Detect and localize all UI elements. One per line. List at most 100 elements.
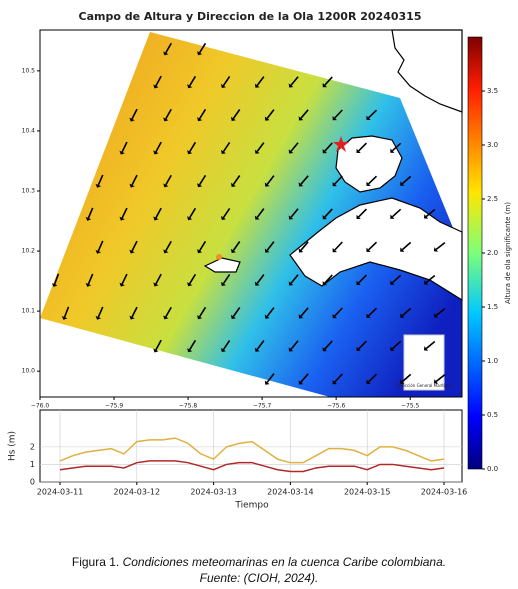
wave-arrow: [334, 241, 343, 251]
wave-arrow: [256, 340, 265, 350]
arrow-head: [366, 181, 371, 186]
wave-arrow: [368, 109, 378, 119]
wave-arrow: [222, 339, 231, 351]
wave-arrow: [97, 306, 104, 318]
wave-arrow: [256, 76, 265, 86]
wave-arrow: [131, 108, 138, 120]
point-marker: [216, 254, 222, 260]
colorbar-tick-label: 0.5: [487, 411, 498, 419]
wave-arrow: [290, 142, 299, 152]
y-tick-label: 10.2: [22, 248, 36, 255]
wave-arrow: [334, 109, 343, 119]
wave-arrow: [121, 141, 128, 153]
arrow-head: [230, 116, 236, 121]
wave-arrow: [232, 241, 241, 251]
wave-arrow: [358, 208, 368, 218]
wave-arrow: [324, 340, 333, 350]
y-tick-label: 10.0: [22, 368, 36, 375]
colorbar-tick-label: 3.0: [487, 141, 498, 149]
x-tick-label: −75.5: [401, 403, 420, 410]
arrow-head: [332, 247, 337, 253]
arrow-head: [119, 216, 125, 221]
arrow-head: [187, 216, 193, 221]
wave-arrow: [189, 75, 197, 87]
arrow-head: [95, 183, 102, 188]
wave-arrow: [198, 108, 207, 120]
wave-arrow: [155, 141, 162, 153]
wave-arrow: [358, 142, 368, 152]
arrow-head: [129, 249, 135, 254]
wave-arrow: [155, 339, 162, 351]
arrow-head: [332, 181, 337, 187]
arrow-head: [433, 313, 439, 318]
wave-arrow: [300, 175, 309, 185]
wave-arrow: [425, 208, 436, 218]
wave-arrow: [334, 373, 343, 383]
wave-arrow: [155, 273, 162, 285]
y-tick-label: 10.4: [22, 127, 36, 134]
arrow-head: [366, 379, 371, 384]
arrow-head: [356, 148, 361, 154]
x-tick-label: 2024-03-16: [421, 488, 468, 497]
wave-arrow: [256, 142, 265, 152]
chart-title: Campo de Altura y Direccion de la Ola 12…: [79, 10, 422, 23]
arrow-head: [254, 83, 260, 88]
wave-arrow: [155, 75, 162, 87]
caption: Figura 1. Condiciones meteomarinas en la…: [0, 555, 518, 569]
arrow-head: [288, 215, 294, 220]
wave-arrow: [256, 208, 265, 218]
wave-arrow: [425, 274, 436, 284]
wave-arrow: [165, 240, 172, 252]
caption-label: Figura 1.: [71, 555, 120, 569]
colorbar-label: Altura de ola significante (m): [504, 202, 512, 304]
wave-arrow: [131, 174, 138, 186]
wave-arrow: [435, 373, 446, 383]
arrow-head: [197, 183, 203, 188]
arrow-head: [230, 182, 236, 187]
wave-arrow: [300, 307, 309, 317]
wave-arrow: [324, 274, 333, 284]
wave-arrow: [324, 76, 333, 86]
wave-field: [40, 32, 462, 397]
wave-arrow: [87, 207, 94, 219]
arrow-head: [356, 346, 361, 352]
arrow-head: [85, 282, 92, 287]
x-tick-label: −75.7: [253, 403, 272, 410]
y-tick-label: 1: [30, 460, 35, 469]
arrow-head: [298, 182, 304, 187]
arrow-head: [322, 83, 328, 88]
arrow-head: [153, 282, 159, 287]
arrow-head: [423, 346, 429, 351]
colorbar-tick-label: 2.5: [487, 195, 498, 203]
wave-arrow: [391, 274, 402, 284]
y-tick-label: 10.5: [22, 67, 36, 74]
wave-arrow: [97, 174, 104, 186]
map-frame: [39, 29, 463, 398]
wave-arrow: [165, 306, 172, 318]
wave-arrow: [391, 142, 402, 152]
x-tick-label: −75.8: [179, 403, 198, 410]
arrow-head: [153, 84, 159, 89]
wave-arrow: [131, 306, 138, 318]
wave-arrow: [368, 241, 378, 251]
x-tick-label: −76.0: [31, 403, 50, 410]
arrow-head: [119, 282, 125, 287]
arrow-head: [356, 214, 361, 220]
wave-arrow: [232, 109, 241, 119]
arrow-head: [230, 314, 236, 319]
arrow-head: [298, 248, 304, 253]
y-tick-label: 10.1: [22, 308, 36, 315]
wave-arrow: [256, 274, 265, 284]
arrow-head: [264, 380, 270, 385]
series-line: [59, 437, 445, 464]
figure: Campo de Altura y Direccion de la Ola 12…: [8, 10, 513, 511]
arrow-head: [51, 283, 58, 287]
wave-arrow: [155, 207, 162, 219]
wave-arrow: [198, 306, 207, 318]
arrow-head: [220, 215, 226, 221]
wave-arrow: [266, 175, 275, 185]
y-axis-label: Hs (m): [8, 431, 18, 461]
arrow-head: [322, 215, 328, 220]
arrow-head: [423, 280, 429, 285]
